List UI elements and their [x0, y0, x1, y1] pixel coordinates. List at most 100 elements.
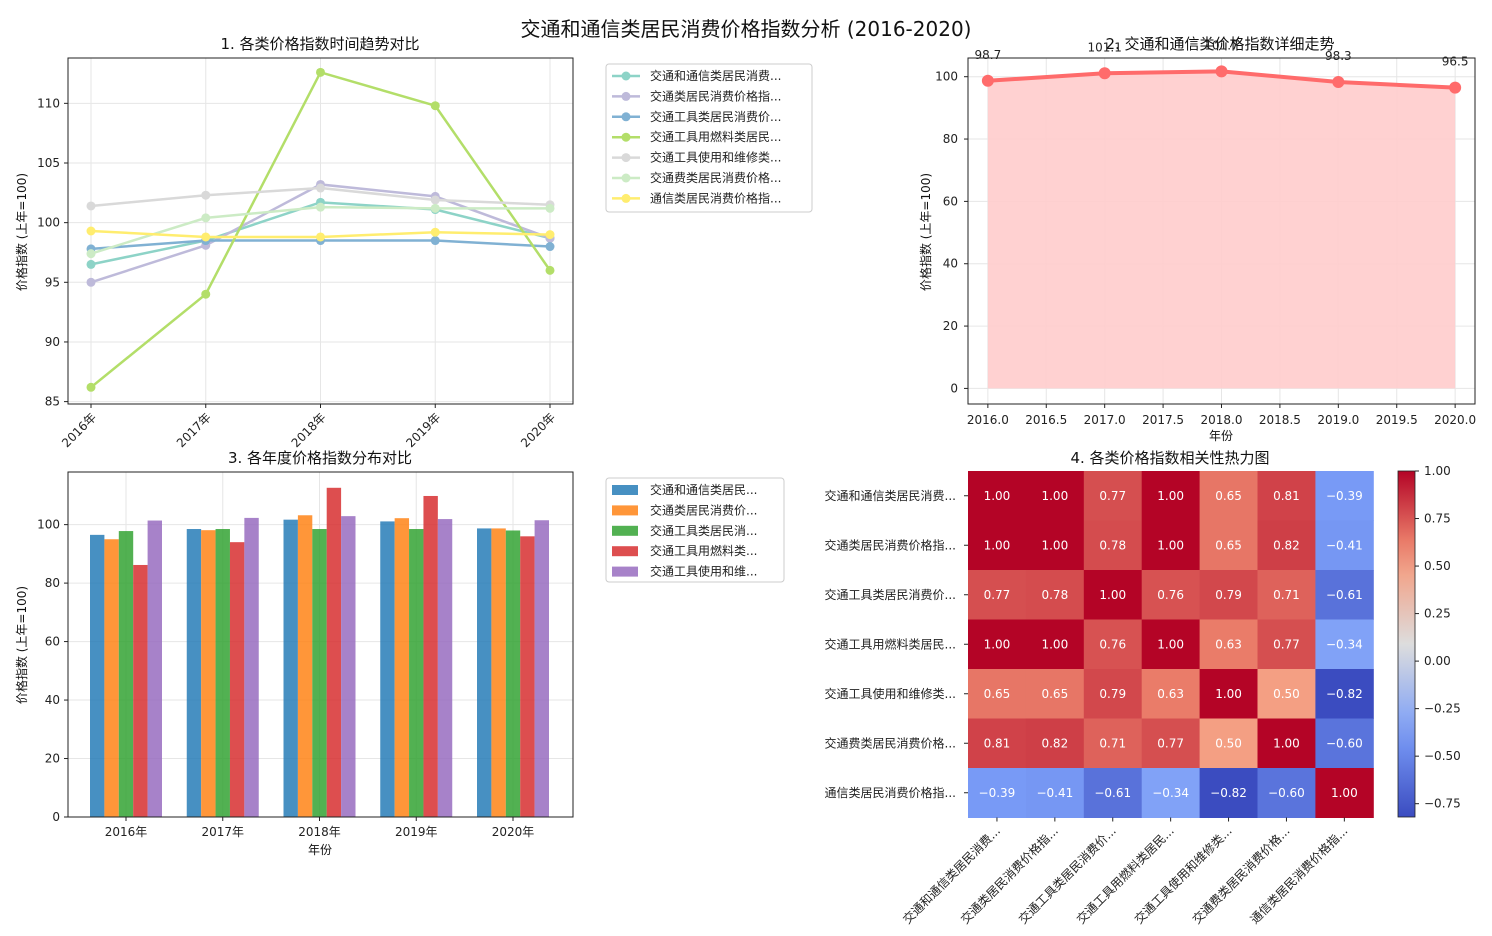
legend-swatch-1: [612, 485, 638, 495]
area-point-5: [1449, 81, 1462, 94]
heatmap-cell-value-7-6: −0.60: [1268, 786, 1305, 800]
heatmap-cell-3-2: [1025, 570, 1085, 620]
heatmap-cell-value-3-3: 1.00: [1099, 588, 1126, 602]
bar-s2-1: [104, 539, 119, 817]
heatmap-cell-value-7-7: 1.00: [1331, 786, 1358, 800]
area-point-2: [1098, 67, 1111, 80]
heatmap-col-label-2: 交通类居民消费价格指...: [957, 823, 1061, 927]
heatmap-col-label-6: 交通费类居民消费价格...: [1189, 823, 1293, 927]
heatmap-cell-1-1: [968, 471, 1027, 521]
area-chart-xtick-label: 2017.0: [1084, 413, 1126, 427]
heatmap-cell-1-3: [1083, 471, 1143, 521]
area-chart-xtick-label: 2018.0: [1201, 413, 1243, 427]
heatmap-cell-3-5: [1199, 570, 1258, 620]
legend-label-2: 交通类居民消费价格指...: [650, 88, 781, 103]
legend-label-1: 交通和通信类居民消费...: [650, 68, 781, 83]
bar-s2-4: [394, 518, 410, 817]
heatmap-cell-7-2: [1025, 768, 1085, 818]
colorbar-tick-label: −0.25: [1424, 702, 1461, 716]
heatmap-cell-value-7-2: −0.41: [1036, 786, 1073, 800]
area-chart-panel: 2. 交通和通信类价格指数详细走势 价格指数 (上年=100) 年份 0 20 40…: [918, 35, 1476, 443]
line-chart-frame: [67, 57, 574, 405]
area-chart-title: 2. 交通和通信类价格指数详细走势: [1105, 35, 1334, 53]
bar-chart-xtick-label: 2017年: [201, 825, 244, 839]
line-point-s7-3: [316, 232, 325, 242]
line-chart-ytick-label: 100: [37, 216, 60, 230]
legend-label-4: 交通工具用燃料类居民...: [650, 129, 781, 144]
heatmap-row-label-5: 交通工具使用和维修类...: [825, 686, 956, 701]
heatmap-cell-value-1-3: 0.77: [1099, 489, 1126, 503]
area-chart-xtick-label: 2018.5: [1259, 413, 1301, 427]
area-chart-ytick-label: 60: [943, 194, 958, 208]
bar-s3-2: [215, 529, 230, 817]
line-point-s5-1: [86, 201, 96, 211]
bar-chart-ylabel: 价格指数 (上年=100): [14, 586, 29, 704]
heatmap-cell-value-4-4: 1.00: [1157, 637, 1184, 651]
heatmap-row-label-4: 交通工具用燃料类居民...: [825, 636, 956, 651]
colorbar-tick-label: −0.50: [1424, 749, 1461, 763]
heatmap-cell-1-5: [1199, 471, 1258, 521]
heatmap-cell-value-1-2: 1.00: [1041, 489, 1068, 503]
line-chart-series: [86, 67, 555, 392]
heatmap-cell-6-2: [1025, 718, 1085, 769]
heatmap-cell-3-3: [1083, 570, 1143, 620]
heatmap-cell-value-2-2: 1.00: [1041, 538, 1068, 552]
bar-chart-ytick-label: 20: [45, 752, 60, 766]
bar-s4-4: [423, 495, 438, 817]
legend-marker-6: [621, 173, 631, 183]
heatmap-title: 4. 各类价格指数相关性热力图: [1070, 449, 1269, 467]
line-point-s1-1: [86, 259, 96, 269]
bar-s5-1: [147, 520, 162, 817]
line-chart-xtick-label: 2016年: [59, 410, 99, 450]
heatmap-cell-6-7: [1315, 718, 1374, 769]
heatmap-cell-6-4: [1141, 718, 1201, 769]
heatmap-cell-value-7-5: −0.82: [1210, 786, 1247, 800]
heatmap-cell-3-7: [1315, 570, 1374, 620]
heatmap-col-labels: 交通和通信类居民消费...交通类居民消费价格指...交通工具类居民消费价...交…: [900, 817, 1350, 927]
line-point-s6-1: [86, 249, 96, 259]
area-data-label-5: 96.5: [1442, 55, 1469, 69]
heatmap-cell-2-6: [1257, 520, 1316, 571]
heatmap-cell-1-4: [1141, 471, 1201, 521]
line-point-s6-5: [545, 203, 555, 213]
colorbar-tick-label: 0.50: [1424, 559, 1451, 573]
bar-s1-3: [283, 519, 298, 817]
heatmap-cell-value-4-6: 0.77: [1273, 637, 1300, 651]
bar-s4-3: [326, 487, 342, 817]
bar-chart-yticks: 0 20 40 60 80 100: [37, 518, 68, 824]
area-chart-yticks: 0 20 40 60 80 100: [935, 70, 968, 395]
area-data-label-1: 98.7: [975, 48, 1002, 62]
heatmap-cell-2-1: [968, 520, 1027, 571]
bar-chart-xticks: 2016年 2017年 2018年 2019年 2020年: [105, 817, 534, 839]
heatmap-cell-value-1-7: −0.39: [1326, 489, 1363, 503]
heatmap-cell-value-4-2: 1.00: [1041, 637, 1068, 651]
heatmap-cell-7-6: [1257, 768, 1316, 818]
heatmap-cell-3-1: [968, 570, 1027, 620]
bar-chart-frame: [67, 471, 574, 818]
heatmap-cell-value-1-5: 0.65: [1215, 489, 1242, 503]
heatmap-cell-value-7-3: −0.61: [1094, 786, 1131, 800]
heatmap-cell-value-2-7: −0.41: [1326, 538, 1363, 552]
heatmap-cell-3-4: [1141, 570, 1201, 620]
legend-label-7: 通信类居民消费价格指...: [650, 190, 781, 205]
colorbar-tick-label: −0.75: [1424, 797, 1461, 811]
line-chart-ytick-label: 85: [45, 395, 60, 409]
heatmap-col-label-4: 交通工具用燃料类居民...: [1073, 823, 1177, 927]
heatmap-cell-value-6-6: 1.00: [1273, 736, 1300, 750]
heatmap-cell-value-5-7: −0.82: [1326, 687, 1363, 701]
line-chart-yticks: 85 90 95 100 105 110: [37, 96, 68, 409]
line-point-s4-3: [316, 67, 325, 77]
line-chart-xtick-label: 2020年: [518, 410, 558, 450]
heatmap-cell-value-1-4: 1.00: [1157, 489, 1184, 503]
heatmap-row-label-6: 交通费类居民消费价格...: [825, 735, 956, 750]
heatmap-panel: 4. 各类价格指数相关性热力图 1.00 1.00 0.77 1.00 0.65 0.81…: [825, 449, 1461, 927]
area-chart-ytick-label: 80: [943, 132, 958, 146]
area-chart-series: 98.7 101.1 101.7 98.3 96.5: [975, 38, 1469, 389]
heatmap-cell-6-5: [1199, 718, 1258, 769]
heatmap-cell-value-5-6: 0.50: [1273, 687, 1300, 701]
area-chart-ytick-label: 0: [950, 381, 958, 395]
legend-swatch-3: [612, 525, 638, 536]
heatmap-cell-value-6-4: 0.77: [1157, 736, 1184, 750]
heatmap-cell-value-3-5: 0.79: [1215, 588, 1242, 602]
